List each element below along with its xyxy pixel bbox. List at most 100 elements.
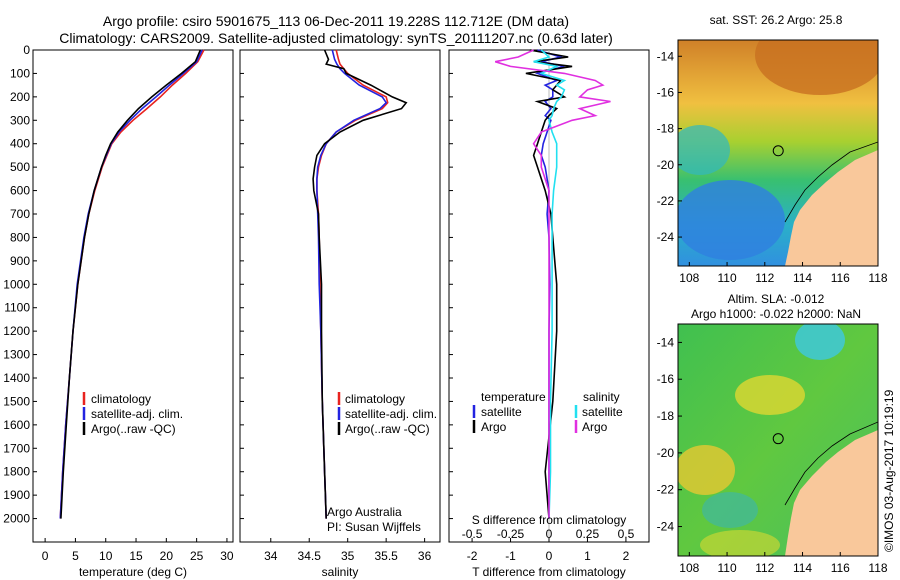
legend-temperature-heading: temperature: [481, 390, 546, 404]
x-tick-label: 0: [42, 549, 49, 563]
lon-tick-label: 118: [868, 561, 887, 575]
lat-tick-label: -14: [657, 49, 675, 63]
legend-argo: Argo(..raw -QC): [345, 422, 430, 436]
annotation-pi: PI: Susan Wijffels: [327, 520, 421, 534]
difference-panel: -2 -1 0 1 2 -0.5 -0.25 0 0.25 0.5 S difference fr…: [448, 49, 650, 579]
depth-tick-label: 2000: [3, 512, 30, 526]
salinity-panel: 34 34.5 35 35.5 36 salinity climatology sate…: [239, 49, 441, 579]
lat-tick-label: -20: [657, 446, 675, 460]
lat-tick-label: -16: [657, 85, 675, 99]
lon-tick-label: 108: [679, 271, 699, 285]
legend-satellite: satellite-adj. clim.: [91, 407, 183, 421]
x-tick-label: 20: [160, 549, 174, 563]
depth-tick-label: 900: [10, 254, 30, 268]
depth-tick-label: 1700: [3, 441, 30, 455]
salinity-ticks: 34 34.5 35 35.5 36: [240, 49, 432, 563]
series-argo-raw-qc-: [312, 49, 408, 519]
sla-map: Altim. SLA: -0.012 Argo h1000: -0.022 h2…: [657, 292, 888, 575]
legend-satellite: satellite-adj. clim.: [345, 407, 437, 421]
depth-tick-label: 600: [10, 184, 30, 198]
temperature-panel: 0100200300400500600700800900100011001200…: [3, 43, 234, 579]
sst-map-title: sat. SST: 26.2 Argo: 25.8: [710, 13, 843, 27]
temperature-xlabel: temperature (deg C): [79, 565, 187, 579]
x-tick-label: 34: [264, 549, 278, 563]
x-tick-label: 25: [190, 549, 204, 563]
sst-map: sat. SST: 26.2 Argo: 25.8 108 110 112 114 11…: [657, 13, 888, 285]
temperature-legend: climatology satellite-adj. clim. Argo(..…: [82, 392, 183, 436]
depth-tick-label: 1900: [3, 488, 30, 502]
lon-tick-label: 112: [755, 271, 774, 285]
depth-tick-label: 100: [10, 66, 30, 80]
lat-tick-label: -22: [657, 194, 675, 208]
depth-tick-label: 0: [23, 43, 30, 57]
s-difference-xlabel: S difference from climatology: [472, 513, 627, 527]
series-temperature-argo: [525, 49, 573, 519]
lon-tick-label: 110: [717, 561, 736, 575]
series-satellite-adj-clim-: [59, 49, 203, 519]
salinity-xlabel: salinity: [322, 565, 359, 579]
series-salinity-satellite: [533, 49, 567, 519]
annotation-argo-australia: Argo Australia: [327, 505, 402, 519]
s-tick-label: 0.5: [618, 527, 635, 541]
sla-yellow-patch: [735, 375, 805, 415]
sst-frame: [677, 39, 879, 267]
sla-map-subtitle: Argo h1000: -0.022 h2000: NaN: [691, 307, 861, 321]
sst-field: [678, 40, 878, 266]
difference-legend: temperature salinity satellite Argo sate…: [472, 390, 623, 434]
x-tick-label: 35.5: [374, 549, 398, 563]
argo-float-marker: [772, 433, 784, 445]
x-tick-label: 10: [99, 549, 113, 563]
x-tick-label: 35: [341, 549, 355, 563]
depth-tick-label: 500: [10, 160, 30, 174]
depth-tick-label: 700: [10, 207, 30, 221]
lat-tick-label: -18: [657, 409, 675, 423]
temperature-lines: [59, 49, 205, 519]
depth-tick-label: 1200: [3, 324, 30, 338]
series-salinity-argo: [494, 49, 611, 519]
legend-t-satellite: satellite: [481, 405, 522, 419]
lon-tick-label: 112: [755, 561, 774, 575]
depth-tick-label: 1400: [3, 371, 30, 385]
x-tick-label: -1: [505, 549, 516, 563]
temperature-ticks: 0100200300400500600700800900100011001200…: [3, 43, 234, 563]
argo-float-marker: [772, 145, 784, 157]
lat-tick-label: -22: [657, 483, 675, 497]
sla-yellow-patch-2: [678, 445, 735, 495]
lat-tick-label: -24: [657, 230, 675, 244]
salinity-frame: [239, 49, 441, 543]
sst-cool-patch: [678, 180, 785, 260]
x-tick-label: -2: [467, 549, 478, 563]
series-climatology: [316, 49, 389, 519]
sla-frame: [677, 323, 879, 557]
salinity-legend: climatology satellite-adj. clim. Argo(..…: [337, 392, 437, 436]
x-tick-label: 1: [584, 549, 591, 563]
sst-cool-patch-2: [678, 125, 730, 175]
depth-tick-label: 1100: [4, 301, 30, 315]
t-difference-xlabel: T difference from climatology: [472, 565, 626, 579]
depth-tick-label: 800: [10, 230, 30, 244]
depth-tick-label: 1800: [3, 465, 30, 479]
lon-tick-label: 108: [679, 561, 699, 575]
x-tick-label: 34.5: [298, 549, 322, 563]
x-tick-label: 30: [220, 549, 234, 563]
sla-field: [678, 324, 878, 556]
x-tick-label: 5: [72, 549, 79, 563]
legend-s-argo: Argo: [582, 420, 608, 434]
temperature-frame: [32, 49, 234, 543]
s-tick-label: -0.5: [462, 527, 483, 541]
depth-tick-label: 300: [10, 113, 30, 127]
lon-tick-label: 114: [793, 561, 812, 575]
depth-tick-label: 1300: [3, 348, 30, 362]
sst-warm-patch: [755, 40, 878, 95]
legend-climatology: climatology: [91, 392, 151, 406]
s-tick-label: -0.25: [497, 527, 525, 541]
sla-map-title: Altim. SLA: -0.012: [728, 292, 825, 306]
depth-tick-label: 1500: [3, 394, 30, 408]
sst-bathymetry-contour: [784, 141, 878, 223]
depth-tick-label: 1000: [3, 277, 30, 291]
sla-high-patch: [795, 324, 845, 360]
lon-tick-label: 116: [831, 271, 850, 285]
sla-yellow-patch-3: [700, 530, 780, 556]
legend-argo: Argo(..raw -QC): [91, 422, 176, 436]
